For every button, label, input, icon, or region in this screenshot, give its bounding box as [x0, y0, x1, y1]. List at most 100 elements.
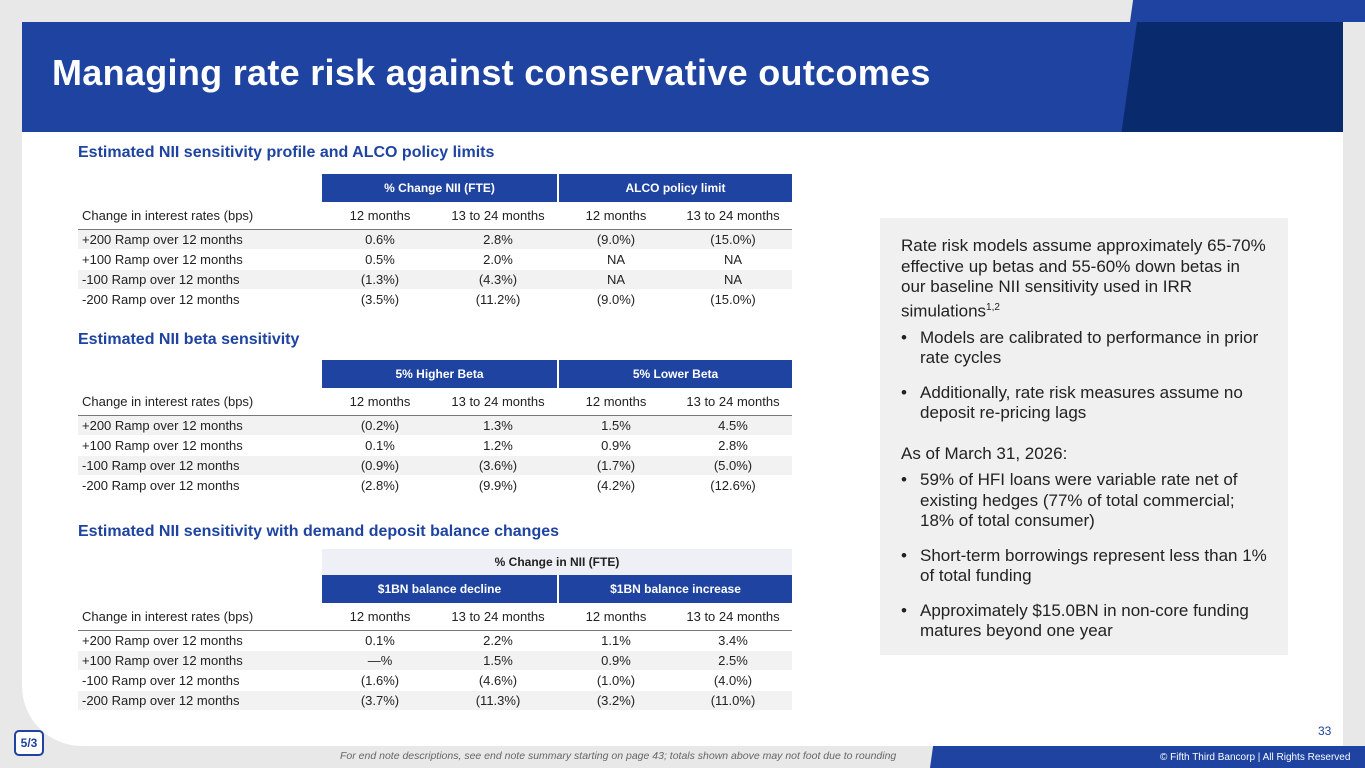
table-cell: (9.9%) [438, 475, 558, 496]
column-header: 13 to 24 months [674, 603, 792, 631]
table-row: -100 Ramp over 12 months (1.6%) (4.6%) (… [78, 670, 792, 691]
table-cell: 0.5% [322, 249, 438, 270]
header-blank [78, 360, 322, 388]
table-cell: (4.2%) [558, 475, 674, 496]
row-label: +200 Ramp over 12 months [78, 415, 322, 436]
table-cell: NA [674, 249, 792, 270]
footer-note: For end note descriptions, see end note … [340, 750, 897, 762]
table-cell: 2.0% [438, 249, 558, 270]
table-cell: (4.6%) [438, 670, 558, 691]
bullet-item: 59% of HFI loans were variable rate net … [901, 470, 1268, 532]
table-cell: (5.0%) [674, 455, 792, 476]
table-cell: NA [558, 249, 674, 270]
column-header: 13 to 24 months [438, 388, 558, 416]
table-cell: (2.8%) [322, 475, 438, 496]
panel-as-of: As of March 31, 2026: [901, 443, 1068, 463]
copyright: © Fifth Third Bancorp | All Rights Reser… [1160, 752, 1351, 763]
table-cell: 2.2% [438, 630, 558, 651]
table-cell: (15.0%) [674, 229, 792, 250]
column-header: 13 to 24 months [438, 603, 558, 631]
table-cell: (3.6%) [438, 455, 558, 476]
title-banner: Managing rate risk against conservative … [22, 22, 1343, 132]
table-row: +100 Ramp over 12 months 0.1% 1.2% 0.9% … [78, 435, 792, 456]
table-row: +100 Ramp over 12 months 0.5% 2.0% NA NA [78, 249, 792, 270]
column-header: Change in interest rates (bps) [78, 603, 322, 631]
table-cell: 4.5% [674, 415, 792, 436]
banner-accent [1121, 22, 1343, 132]
table-row: +200 Ramp over 12 months 0.6% 2.8% (9.0%… [78, 229, 792, 250]
row-label: +200 Ramp over 12 months [78, 229, 322, 250]
row-label: -200 Ramp over 12 months [78, 475, 322, 496]
table-cell: (11.3%) [438, 690, 558, 711]
table-row: -200 Ramp over 12 months (2.8%) (9.9%) (… [78, 475, 792, 496]
table-cell: 1.3% [438, 415, 558, 436]
row-label: +100 Ramp over 12 months [78, 249, 322, 270]
table-row: -200 Ramp over 12 months (3.7%) (11.3%) … [78, 690, 792, 711]
table-cell: (3.7%) [322, 690, 438, 711]
column-header: Change in interest rates (bps) [78, 202, 322, 230]
table-cell: (3.2%) [558, 690, 674, 711]
table-cell: (4.0%) [674, 670, 792, 691]
table-cell: NA [558, 269, 674, 290]
row-label: -100 Ramp over 12 months [78, 670, 322, 691]
table-row: +200 Ramp over 12 months 0.1% 2.2% 1.1% … [78, 630, 792, 651]
row-label: +200 Ramp over 12 months [78, 630, 322, 651]
rate-risk-panel: Rate risk models assume approximately 65… [880, 218, 1288, 655]
deposit-balance-table: % Change in NII (FTE) $1BN balance decli… [78, 549, 792, 711]
panel-intro: Rate risk models assume approximately 65… [901, 236, 1268, 322]
panel-intro-text: Rate risk models assume approximately 65… [901, 236, 1266, 321]
group-header-lower-beta: 5% Lower Beta [557, 360, 792, 388]
table-row: -100 Ramp over 12 months (0.9%) (3.6%) (… [78, 455, 792, 476]
table-cell: 2.8% [674, 435, 792, 456]
table-cell: (11.0%) [674, 690, 792, 711]
table-cell: 1.5% [438, 650, 558, 671]
column-header: 12 months [558, 202, 674, 230]
table-cell: (1.6%) [322, 670, 438, 691]
table-row: -100 Ramp over 12 months (1.3%) (4.3%) N… [78, 269, 792, 290]
row-label: -200 Ramp over 12 months [78, 690, 322, 711]
column-header: 12 months [322, 603, 438, 631]
table-cell: (4.3%) [438, 269, 558, 290]
panel-bullets-as-of: 59% of HFI loans were variable rate net … [901, 470, 1268, 642]
column-header: Change in interest rates (bps) [78, 388, 322, 416]
row-label: -100 Ramp over 12 months [78, 269, 322, 290]
group-header-balance-increase: $1BN balance increase [557, 575, 792, 603]
header-blank [78, 575, 322, 603]
group-header-change-nii: % Change NII (FTE) [322, 174, 558, 202]
table-cell: (1.3%) [322, 269, 438, 290]
bullet-item: Models are calibrated to performance in … [901, 328, 1268, 369]
column-header: 13 to 24 months [674, 202, 792, 230]
column-header: 13 to 24 months [674, 388, 792, 416]
footnote-ref: 1,2 [986, 301, 1000, 313]
column-header: 12 months [322, 388, 438, 416]
page-number: 33 [1318, 724, 1332, 738]
column-header: 12 months [558, 603, 674, 631]
table-cell: (9.0%) [558, 289, 674, 310]
table-cell: 0.9% [558, 435, 674, 456]
panel-bullets-models: Models are calibrated to performance in … [901, 328, 1268, 424]
section-title-deposit-balance: Estimated NII sensitivity with demand de… [78, 523, 560, 540]
fifth-third-logo: 5/3 [14, 730, 44, 756]
table-cell: 1.5% [558, 415, 674, 436]
header-blank [78, 174, 322, 202]
column-header: 12 months [558, 388, 674, 416]
section-title-nii-sensitivity: Estimated NII sensitivity profile and AL… [78, 144, 495, 161]
table-cell: 0.1% [322, 435, 438, 456]
table-cell: (12.6%) [674, 475, 792, 496]
table-cell: 2.8% [438, 229, 558, 250]
bullet-item: Approximately $15.0BN in non-core fundin… [901, 601, 1268, 642]
bullet-item: Additionally, rate risk measures assume … [901, 383, 1268, 424]
section-title-beta-sensitivity: Estimated NII beta sensitivity [78, 331, 300, 348]
table-cell: (3.5%) [322, 289, 438, 310]
table-cell: (9.0%) [558, 229, 674, 250]
table-row: +200 Ramp over 12 months (0.2%) 1.3% 1.5… [78, 415, 792, 436]
table-cell: 0.1% [322, 630, 438, 651]
table-cell: 1.1% [558, 630, 674, 651]
table-cell: 1.2% [438, 435, 558, 456]
table-cell: NA [674, 269, 792, 290]
corner-accent [1130, 0, 1365, 22]
row-label: -200 Ramp over 12 months [78, 289, 322, 310]
bullet-item: Short-term borrowings represent less tha… [901, 546, 1268, 587]
table-cell: 0.6% [322, 229, 438, 250]
table-cell: 0.9% [558, 650, 674, 671]
